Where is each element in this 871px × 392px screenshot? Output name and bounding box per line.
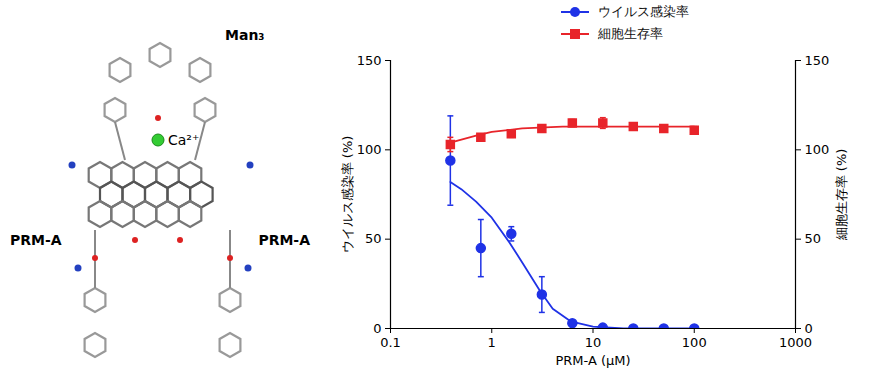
svg-text:50: 50 bbox=[805, 231, 822, 246]
svg-text:0: 0 bbox=[805, 321, 813, 336]
html-text:ウイルス感染率: ウイルス感染率 bbox=[598, 4, 689, 19]
svg-text:1: 1 bbox=[488, 335, 496, 350]
svg-text:0.1: 0.1 bbox=[380, 335, 401, 350]
svg-text:細胞生存率 (%): 細胞生存率 (%) bbox=[834, 149, 849, 242]
svg-text:0: 0 bbox=[373, 321, 381, 336]
svg-text:ウイルス感染率 (%): ウイルス感染率 (%) bbox=[340, 136, 355, 254]
svg-text:PRM-A: PRM-A bbox=[10, 232, 62, 248]
svg-text:PRM-A (μM): PRM-A (μM) bbox=[555, 353, 630, 368]
svg-text:Ca²⁺: Ca²⁺ bbox=[168, 132, 199, 148]
svg-text:1000: 1000 bbox=[779, 335, 812, 350]
svg-text:10: 10 bbox=[585, 335, 602, 350]
svg-text:PRM-A: PRM-A bbox=[258, 232, 310, 248]
html-text:細胞生存率: 細胞生存率 bbox=[598, 26, 663, 41]
svg-text:100: 100 bbox=[682, 335, 707, 350]
svg-text:100: 100 bbox=[805, 142, 830, 157]
svg-text:Man₃: Man₃ bbox=[225, 27, 264, 43]
svg-text:150: 150 bbox=[805, 53, 830, 68]
svg-text:100: 100 bbox=[357, 142, 382, 157]
svg-text:150: 150 bbox=[357, 53, 382, 68]
svg-text:50: 50 bbox=[365, 231, 382, 246]
